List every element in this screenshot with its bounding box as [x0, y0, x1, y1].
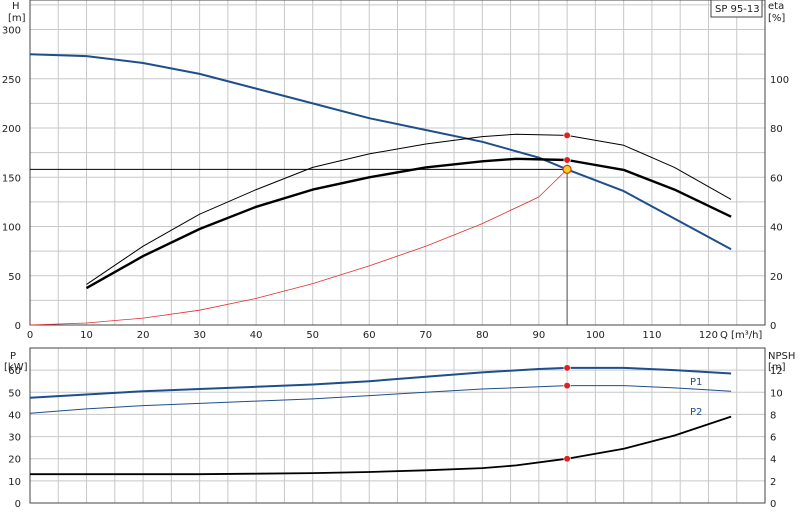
y-left-tick-label: 50 — [8, 272, 21, 283]
y-left-tick-label: 250 — [2, 75, 21, 86]
series-line — [29, 385, 732, 414]
top-right-axis-title: eta — [768, 1, 784, 12]
x-tick-label: 0 — [27, 330, 33, 341]
bottom-grid — [29, 347, 766, 504]
x-tick-label: 100 — [586, 330, 605, 341]
y-left-tick-label: 10 — [8, 477, 21, 488]
labels-layer: H [m] eta [%] Q [m³/h] SP 95-13 P [kW] N… — [4, 0, 795, 418]
y-right-tick-label: 10 — [770, 388, 783, 399]
data-point-marker — [563, 364, 571, 372]
y-right-tick-label: 6 — [770, 433, 776, 444]
series-line — [29, 366, 732, 399]
data-point-marker — [563, 455, 571, 463]
x-axis-label: Q [m³/h] — [720, 330, 762, 341]
y-left-tick-label: 60 — [8, 366, 21, 377]
top-left-axis-title: H — [12, 1, 20, 12]
bottom-right-axis-unit: [m] — [768, 362, 786, 373]
y-right-tick-label: 100 — [770, 75, 789, 86]
series-line — [86, 133, 732, 285]
x-tick-label: 110 — [642, 330, 661, 341]
x-tick-label: 40 — [250, 330, 263, 341]
series-line — [30, 415, 732, 476]
data-point-marker — [563, 156, 571, 164]
chart-title: SP 95-13 — [715, 4, 760, 15]
series-label-p2: P2 — [690, 407, 702, 418]
y-right-tick-label: 4 — [770, 455, 776, 466]
bottom-series-layer — [29, 366, 732, 476]
y-right-tick-label: 0 — [770, 499, 776, 510]
marker-layer — [30, 131, 572, 463]
y-left-tick-label: 150 — [2, 173, 21, 184]
model-label-box — [710, 0, 763, 18]
top-grid — [29, 0, 766, 326]
top-plot-frame — [29, 0, 766, 326]
x-tick-label: 60 — [363, 330, 376, 341]
top-right-axis-unit: [%] — [768, 13, 785, 24]
x-tick-label: 20 — [137, 330, 150, 341]
top-left-axis-unit: [m] — [8, 13, 26, 24]
y-right-tick-label: 60 — [770, 173, 783, 184]
y-right-tick-label: 12 — [770, 366, 783, 377]
data-point-marker — [563, 131, 571, 140]
y-right-tick-label: 80 — [770, 124, 783, 135]
bottom-plot-frame — [29, 347, 766, 504]
duty-point-marker — [562, 164, 572, 174]
x-tick-label: 10 — [80, 330, 93, 341]
data-point-marker — [563, 382, 571, 390]
y-right-tick-label: 8 — [770, 410, 776, 421]
y-right-tick-label: 40 — [770, 223, 783, 234]
y-left-tick-label: 100 — [2, 223, 21, 234]
x-tick-label: 120 — [699, 330, 718, 341]
y-left-tick-label: 20 — [8, 455, 21, 466]
bottom-right-axis-title: NPSH — [768, 351, 795, 362]
y-left-tick-label: 200 — [2, 124, 21, 135]
y-left-tick-label: 40 — [8, 410, 21, 421]
x-tick-label: 90 — [532, 330, 545, 341]
series-line — [85, 157, 732, 290]
y-left-tick-label: 300 — [2, 26, 21, 37]
x-tick-label: 70 — [419, 330, 432, 341]
y-right-tick-label: 20 — [770, 272, 783, 283]
tick-labels-layer: 0 10 20 30 40 50 60 70 80 90 100 110 120050100150200… — [2, 26, 789, 510]
y-left-tick-label: 30 — [8, 433, 21, 444]
series-line — [29, 169, 568, 326]
bottom-left-axis-unit: [kW] — [4, 362, 28, 373]
y-left-tick-label: 0 — [15, 499, 21, 510]
y-left-tick-label: 50 — [8, 388, 21, 399]
y-right-tick-label: 2 — [770, 477, 776, 488]
series-label-p1: P1 — [690, 377, 702, 388]
x-tick-label: 80 — [476, 330, 489, 341]
y-right-tick-label: 0 — [770, 321, 776, 332]
top-series-layer — [29, 53, 732, 326]
x-tick-label: 50 — [306, 330, 319, 341]
series-line — [29, 53, 732, 251]
x-tick-label: 30 — [193, 330, 206, 341]
y-left-tick-label: 0 — [15, 321, 21, 332]
bottom-left-axis-title: P — [10, 351, 16, 362]
